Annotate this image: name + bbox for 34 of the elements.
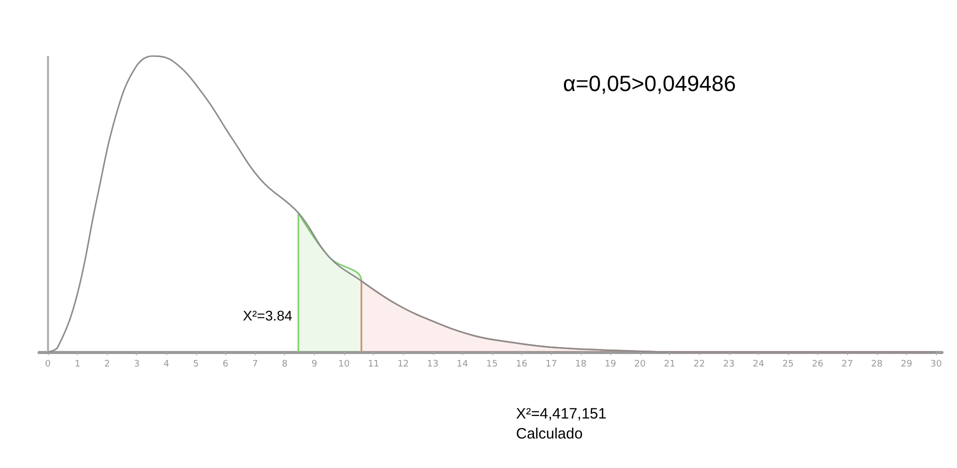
x-tick-label: 23 — [723, 360, 735, 370]
x-tick-label: 27 — [842, 360, 853, 370]
annotation: α=0,05>0,049486 — [563, 71, 736, 96]
x-tick-label: 9 — [311, 360, 318, 370]
x-tick-label: 19 — [604, 360, 616, 370]
x-tick-label: 26 — [812, 360, 824, 370]
x-tick-label: 12 — [397, 360, 409, 370]
x-tick-label: 2 — [104, 360, 110, 370]
annotation: X²=3.84 — [242, 307, 293, 324]
x-tick-label: 5 — [193, 360, 199, 370]
x-tick-label: 18 — [575, 360, 587, 370]
x-tick-label: 4 — [163, 360, 170, 370]
x-tick-label: 24 — [752, 360, 764, 370]
x-tick-label: 1 — [74, 360, 80, 370]
x-tick-label: 16 — [516, 360, 528, 370]
x-tick-label: 6 — [222, 360, 229, 370]
x-tick-label: 29 — [900, 360, 912, 370]
x-tick-label: 10 — [338, 360, 350, 370]
x-tick-label: 13 — [427, 360, 438, 370]
x-tick-label: 8 — [282, 360, 288, 370]
x-tick-label: 25 — [782, 360, 794, 370]
x-tick-label: 7 — [252, 360, 258, 370]
x-tick-label: 15 — [486, 360, 498, 370]
x-tick-label: 21 — [664, 360, 676, 370]
x-tick-label: 30 — [930, 360, 942, 370]
text: X²=4,417,151 Calculado — [516, 406, 606, 442]
x-tick-label: 14 — [456, 360, 468, 370]
x-tick-label: 17 — [545, 360, 557, 370]
x-tick-label: 20 — [634, 360, 646, 370]
x-tick-label: 28 — [871, 360, 883, 370]
x-tick-label: 3 — [134, 360, 140, 370]
x-tick-label: 22 — [694, 360, 705, 370]
x-tick-label: 11 — [368, 360, 380, 370]
x-tick-label: 0 — [45, 360, 52, 370]
